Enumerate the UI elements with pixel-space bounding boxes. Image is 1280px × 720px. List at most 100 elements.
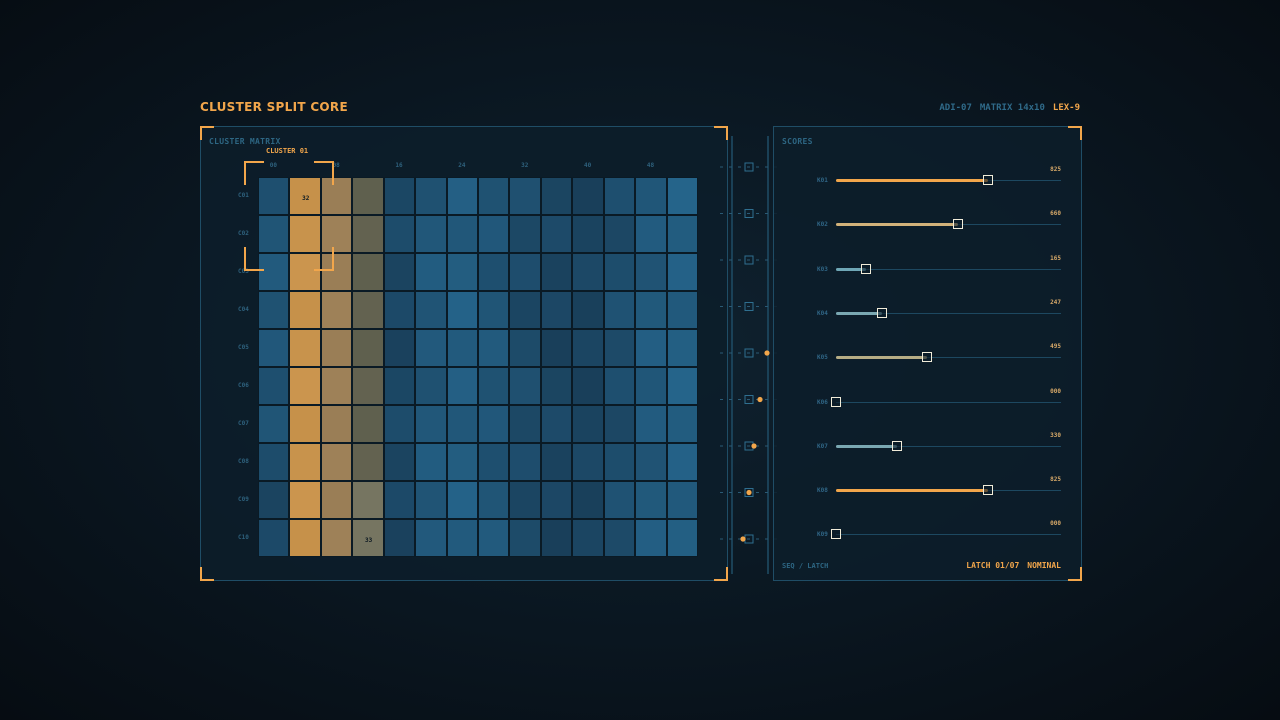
matrix-cell[interactable]: [572, 519, 604, 557]
matrix-cell[interactable]: [289, 215, 321, 253]
matrix-cell[interactable]: [258, 405, 290, 443]
matrix-cell[interactable]: 33: [352, 519, 384, 557]
matrix-cell[interactable]: [258, 329, 290, 367]
matrix-cell[interactable]: [509, 177, 541, 215]
matrix-cell[interactable]: [666, 177, 698, 215]
matrix-cell[interactable]: [415, 177, 447, 215]
matrix-cell[interactable]: [289, 291, 321, 329]
matrix-cell[interactable]: [258, 253, 290, 291]
matrix-cell[interactable]: [383, 291, 416, 329]
score-track[interactable]: [836, 445, 1061, 447]
matrix-cell[interactable]: [383, 481, 416, 519]
matrix-cell[interactable]: [352, 291, 384, 329]
score-track[interactable]: [836, 268, 1061, 270]
matrix-cell[interactable]: [509, 291, 541, 329]
matrix-cell[interactable]: [666, 329, 698, 367]
matrix-cell[interactable]: [320, 177, 353, 215]
matrix-cell[interactable]: [635, 215, 667, 253]
matrix-cell[interactable]: [666, 291, 698, 329]
matrix-cell[interactable]: [540, 443, 573, 481]
matrix-cell[interactable]: [289, 405, 321, 443]
matrix-cell[interactable]: [635, 481, 667, 519]
matrix-cell[interactable]: [572, 215, 604, 253]
matrix-cell[interactable]: [446, 177, 478, 215]
matrix-cell[interactable]: [352, 177, 384, 215]
matrix-cell[interactable]: [383, 405, 416, 443]
matrix-cell[interactable]: [572, 367, 604, 405]
matrix-cell[interactable]: [478, 443, 510, 481]
matrix-cell[interactable]: [258, 367, 290, 405]
matrix-cell[interactable]: [509, 443, 541, 481]
matrix-cell[interactable]: [289, 367, 321, 405]
matrix-cell[interactable]: [603, 253, 636, 291]
matrix-cell[interactable]: [415, 405, 447, 443]
matrix-cell[interactable]: [320, 215, 353, 253]
matrix-cell[interactable]: [603, 291, 636, 329]
matrix-cell[interactable]: [289, 519, 321, 557]
matrix-cell[interactable]: [258, 443, 290, 481]
matrix-cell[interactable]: [572, 291, 604, 329]
score-slider-handle[interactable]: [877, 307, 887, 318]
matrix-cell[interactable]: [352, 215, 384, 253]
matrix-cell[interactable]: [509, 519, 541, 557]
matrix-cell[interactable]: 32: [289, 177, 321, 215]
matrix-cell[interactable]: [352, 405, 384, 443]
score-slider-handle[interactable]: [861, 263, 871, 274]
matrix-cell[interactable]: [603, 481, 636, 519]
matrix-cell[interactable]: [478, 367, 510, 405]
matrix-cell[interactable]: [635, 367, 667, 405]
matrix-cell[interactable]: [320, 519, 353, 557]
matrix-cell[interactable]: [383, 443, 416, 481]
score-slider-handle[interactable]: [922, 352, 932, 363]
score-track[interactable]: [836, 357, 1061, 359]
matrix-cell[interactable]: [540, 405, 573, 443]
matrix-cell[interactable]: [540, 215, 573, 253]
score-track[interactable]: [836, 312, 1061, 314]
matrix-cell[interactable]: [635, 329, 667, 367]
score-track[interactable]: [836, 534, 1061, 536]
matrix-cell[interactable]: [603, 215, 636, 253]
matrix-cell[interactable]: [446, 519, 478, 557]
matrix-cell[interactable]: [446, 405, 478, 443]
matrix-cell[interactable]: [478, 519, 510, 557]
matrix-cell[interactable]: [258, 215, 290, 253]
matrix-cell[interactable]: [383, 177, 416, 215]
matrix-cell[interactable]: [666, 215, 698, 253]
matrix-cell[interactable]: [383, 519, 416, 557]
matrix-grid[interactable]: 32 33: [258, 177, 698, 557]
matrix-cell[interactable]: [540, 481, 573, 519]
matrix-cell[interactable]: [352, 443, 384, 481]
matrix-cell[interactable]: [572, 253, 604, 291]
score-slider-handle[interactable]: [892, 440, 902, 451]
matrix-cell[interactable]: [258, 177, 290, 215]
matrix-cell[interactable]: [572, 481, 604, 519]
matrix-cell[interactable]: [352, 367, 384, 405]
score-slider-handle[interactable]: [831, 529, 841, 540]
matrix-cell[interactable]: [320, 443, 353, 481]
matrix-cell[interactable]: [666, 367, 698, 405]
matrix-cell[interactable]: [446, 291, 478, 329]
matrix-cell[interactable]: [478, 405, 510, 443]
matrix-cell[interactable]: [289, 329, 321, 367]
matrix-cell[interactable]: [509, 405, 541, 443]
matrix-cell[interactable]: [289, 253, 321, 291]
matrix-cell[interactable]: [320, 291, 353, 329]
matrix-cell[interactable]: [635, 177, 667, 215]
matrix-cell[interactable]: [603, 367, 636, 405]
matrix-cell[interactable]: [478, 329, 510, 367]
score-slider-handle[interactable]: [983, 175, 993, 185]
matrix-cell[interactable]: [446, 329, 478, 367]
matrix-cell[interactable]: [509, 481, 541, 519]
matrix-cell[interactable]: [572, 443, 604, 481]
matrix-cell[interactable]: [572, 177, 604, 215]
matrix-cell[interactable]: [415, 215, 447, 253]
matrix-cell[interactable]: [446, 215, 478, 253]
matrix-cell[interactable]: [258, 519, 290, 557]
matrix-cell[interactable]: [383, 253, 416, 291]
matrix-cell[interactable]: [320, 253, 353, 291]
matrix-cell[interactable]: [603, 443, 636, 481]
matrix-cell[interactable]: [415, 329, 447, 367]
score-track[interactable]: [836, 401, 1061, 403]
matrix-cell[interactable]: [666, 481, 698, 519]
matrix-cell[interactable]: [635, 443, 667, 481]
